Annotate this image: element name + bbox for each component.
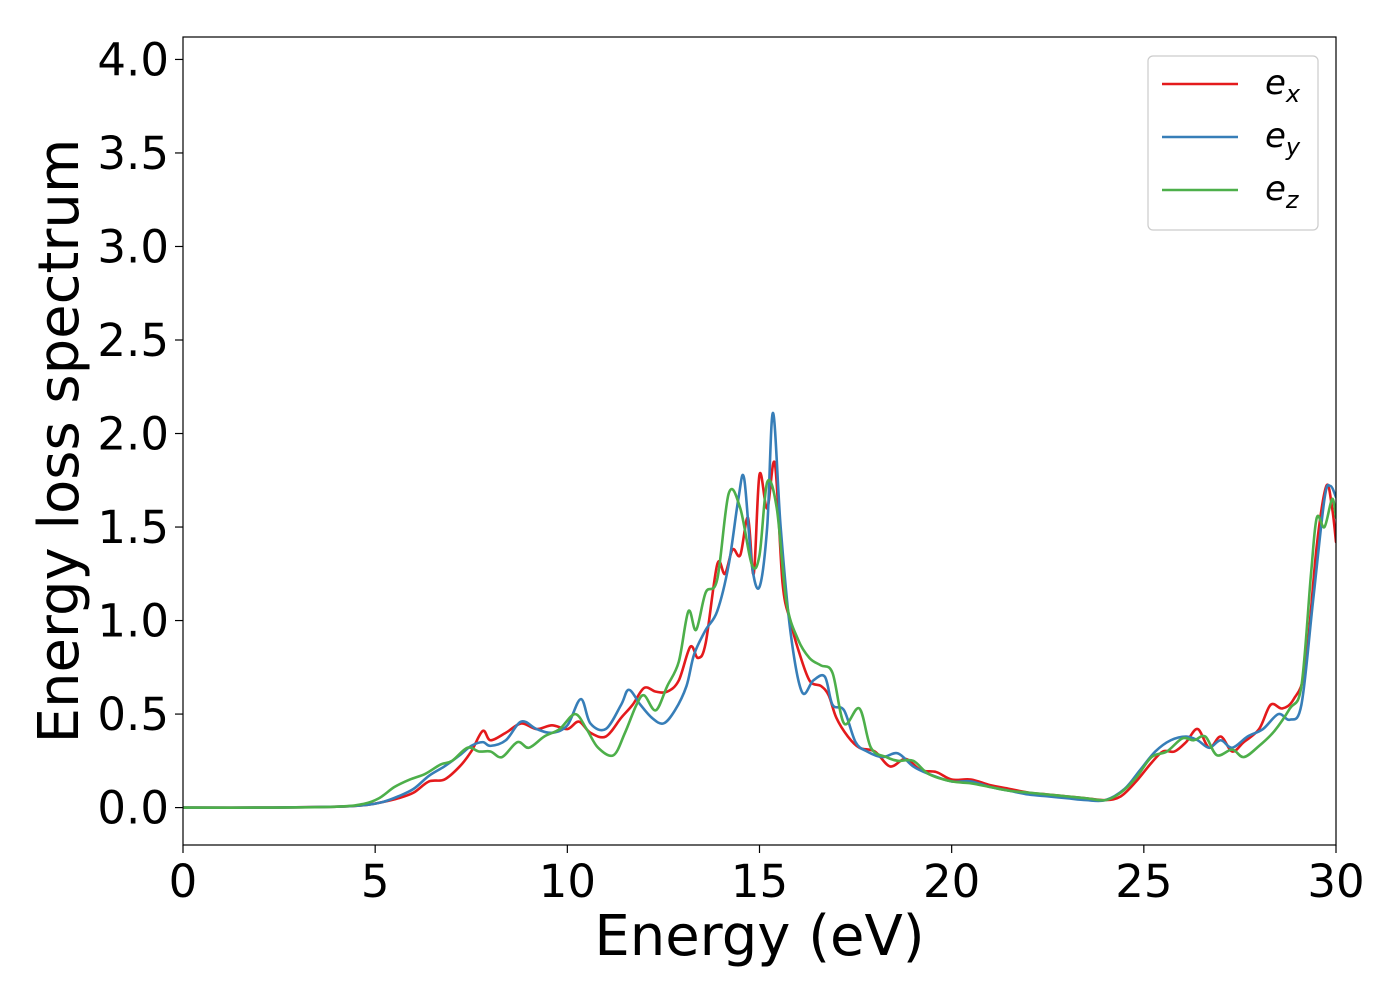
y-tick-label: 2.5 <box>97 314 169 367</box>
x-tick-label: 5 <box>361 855 390 908</box>
legend-box <box>1147 55 1319 231</box>
legend: ex ey ez <box>1147 55 1319 231</box>
x-tick-label: 15 <box>731 855 788 908</box>
y-axis-label: Energy loss spectrum <box>27 139 92 744</box>
y-tick-label: 1.5 <box>97 501 169 554</box>
legend-label-z: ez <box>1265 169 1300 214</box>
x-tick-label: 10 <box>539 855 596 908</box>
plot-area <box>183 411 1336 809</box>
y-tick-label: 4.0 <box>97 33 169 86</box>
legend-label-y: ey <box>1265 116 1301 161</box>
y-tick-label: 3.0 <box>97 220 169 273</box>
y-tick-label: 0.5 <box>97 688 169 741</box>
series-line-x <box>183 460 1336 809</box>
y-tick-label: 2.0 <box>97 408 169 461</box>
y-tick-label: 3.5 <box>97 127 169 180</box>
x-tick-label: 25 <box>1115 855 1172 908</box>
x-axis-label: Energy (eV) <box>594 904 924 969</box>
axes: 0 5 10 15 20 25 300.00.51.01.52.02.53.03.54.0E… <box>27 33 1365 969</box>
x-tick-label: 0 <box>169 855 198 908</box>
series-line-z <box>183 478 1336 809</box>
x-tick-label: 20 <box>923 855 980 908</box>
legend-label-x: ex <box>1265 63 1301 108</box>
y-tick-label: 1.0 <box>97 595 169 648</box>
x-tick-label: 30 <box>1307 855 1364 908</box>
y-tick-label: 0.0 <box>97 782 169 835</box>
series-line-y <box>183 411 1336 809</box>
